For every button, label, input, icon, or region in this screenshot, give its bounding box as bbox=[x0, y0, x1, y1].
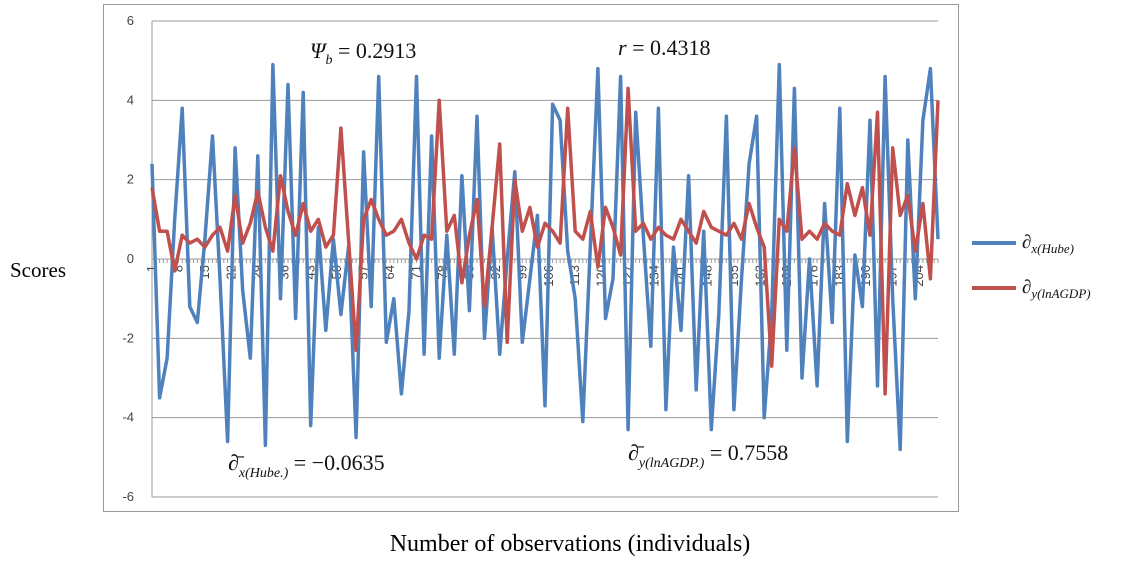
annotation-mean-x: ∂̄x(Hube.) = −0.0635 bbox=[228, 450, 385, 481]
x-tick-label: 155 bbox=[726, 265, 741, 287]
x-tick-label: 1 bbox=[144, 265, 159, 272]
x-tick-label: 15 bbox=[197, 265, 212, 279]
annotation-mean-y: ∂̄y(lnAGDP.) = 0.7558 bbox=[628, 440, 788, 471]
legend-label-lnagdp: ∂y(lnAGDP) bbox=[1022, 277, 1091, 301]
x-tick-label: 8 bbox=[170, 265, 185, 272]
series-line-hube bbox=[150, 62, 940, 452]
legend: ∂x(Hube) ∂y(lnAGDP) bbox=[972, 232, 1091, 301]
y-tick-label: -4 bbox=[122, 410, 134, 425]
y-axis-label: Scores bbox=[10, 258, 66, 282]
y-tick-label: -2 bbox=[122, 330, 134, 345]
annotation-psi: Ψb = 0.2913 bbox=[310, 38, 416, 68]
x-axis-label: Number of observations (individuals) bbox=[390, 531, 751, 557]
y-tick-labels: -6 -4 -2 0 2 4 6 bbox=[122, 13, 134, 504]
x-tick-label: 120 bbox=[594, 265, 609, 287]
y-tick-label: 4 bbox=[127, 92, 134, 107]
y-tick-label: 6 bbox=[127, 13, 134, 28]
y-tick-label: 2 bbox=[127, 172, 134, 187]
annotation-r: r = 0.4318 bbox=[618, 35, 710, 60]
series-line-lnagdp bbox=[150, 86, 940, 396]
legend-label-hube: ∂x(Hube) bbox=[1022, 232, 1074, 256]
y-tick-label: -6 bbox=[122, 489, 134, 504]
x-tick-label: 71 bbox=[409, 265, 424, 279]
x-tick-label: 99 bbox=[514, 265, 529, 279]
series-lines bbox=[150, 62, 940, 452]
y-tick-label: 0 bbox=[127, 251, 134, 266]
